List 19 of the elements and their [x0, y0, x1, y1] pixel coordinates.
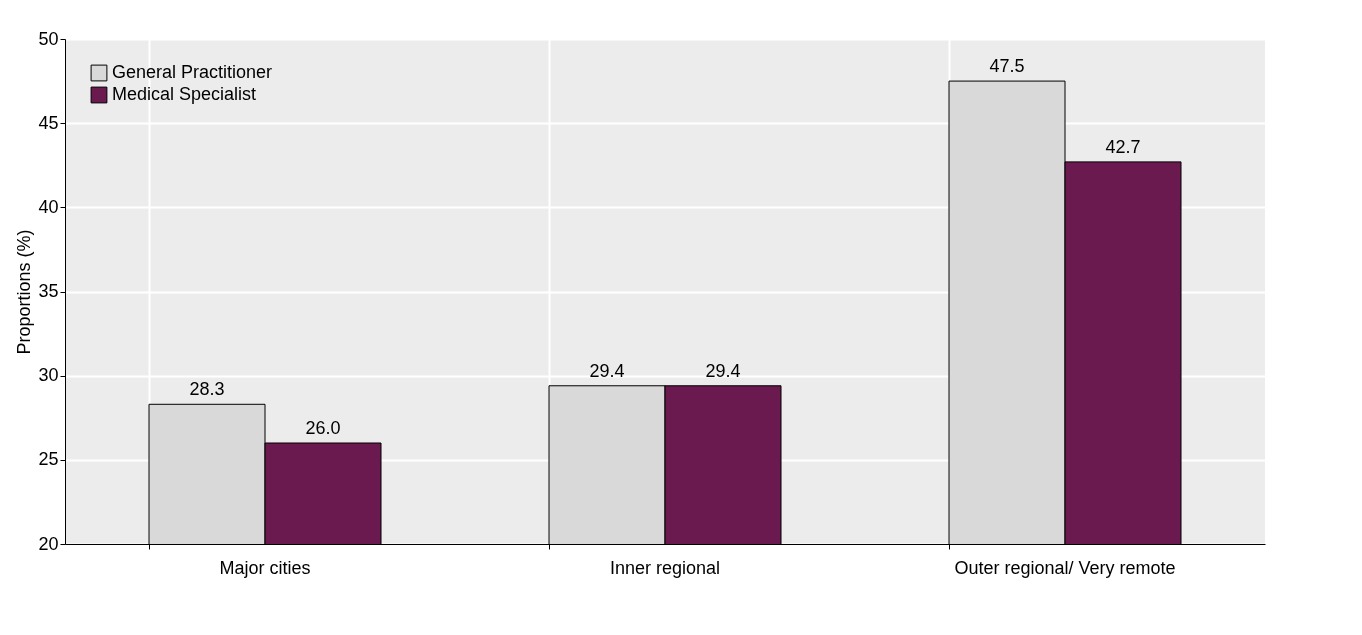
- data-label: 29.4: [589, 360, 625, 381]
- data-label: 29.4: [705, 360, 741, 381]
- y-tick-label: 20: [38, 533, 59, 554]
- data-label: 28.3: [189, 379, 225, 400]
- x-tick-label: Inner regional: [609, 557, 721, 578]
- y-tick-label: 45: [38, 112, 59, 133]
- y-tick-label: 40: [38, 196, 59, 217]
- y-tick-label: 35: [38, 281, 59, 301]
- data-label: 26.0: [305, 418, 341, 438]
- y-tick-label: 30: [38, 365, 59, 386]
- legend-label: General Practitioner: [112, 62, 273, 82]
- data-label: 47.5: [989, 56, 1025, 77]
- x-tick-label: Outer regional/ Very remote: [954, 557, 1176, 578]
- x-tick-label: Major cities: [219, 557, 311, 578]
- legend-label: Medical Specialist: [112, 84, 257, 104]
- y-tick-label: 25: [38, 449, 59, 470]
- y-tick-label: 50: [38, 28, 59, 49]
- y-axis-title: Proportions (%): [14, 229, 35, 355]
- data-label: 42.7: [1105, 136, 1141, 157]
